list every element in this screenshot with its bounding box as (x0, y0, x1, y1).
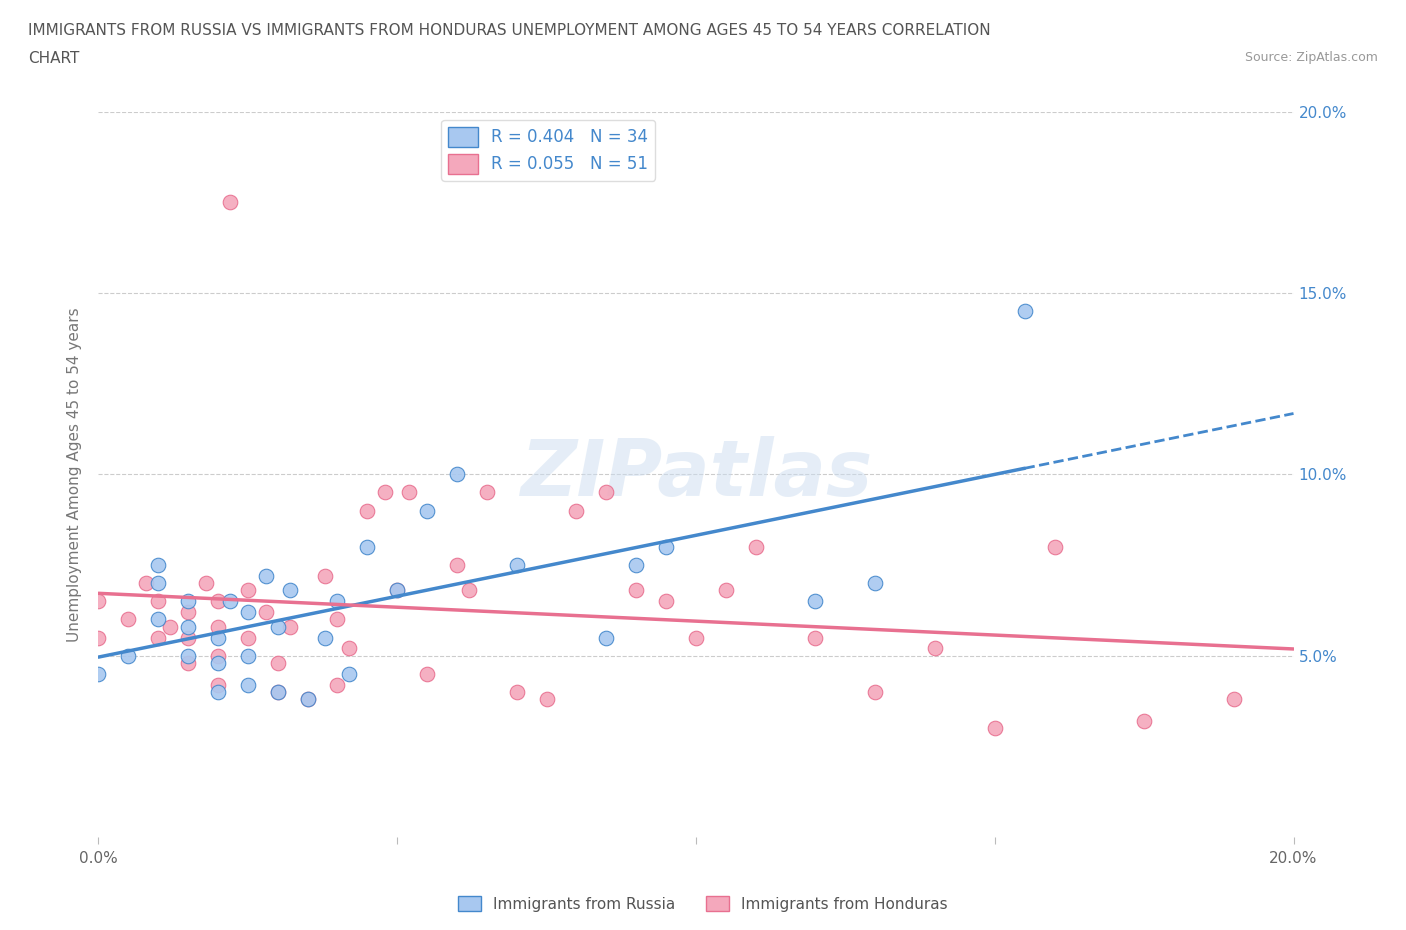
Point (254, 604, 277, 619)
Point (326, 594, 349, 609)
Point (236, 648, 259, 663)
Point (177, 594, 200, 609)
Point (714, 583, 737, 598)
Point (207, 648, 229, 663)
Point (924, 641, 946, 656)
Point (339, 666, 360, 681)
Legend: Immigrants from Russia, Immigrants from Honduras: Immigrants from Russia, Immigrants from … (453, 889, 953, 918)
Text: Source: ZipAtlas.com: Source: ZipAtlas.com (1244, 51, 1378, 64)
Point (506, 684, 529, 699)
Point (195, 576, 218, 591)
Point (865, 576, 887, 591)
Point (278, 619, 301, 634)
Point (87, 666, 110, 681)
Point (297, 692, 319, 707)
Point (655, 594, 678, 609)
Point (356, 539, 378, 554)
Text: CHART: CHART (28, 51, 80, 66)
Point (315, 568, 337, 583)
Point (356, 503, 378, 518)
Point (416, 666, 439, 681)
Point (87, 594, 110, 609)
Point (416, 503, 439, 518)
Point (254, 568, 277, 583)
Point (374, 485, 396, 500)
Point (267, 656, 290, 671)
Point (565, 503, 588, 518)
Point (1223, 692, 1246, 707)
Point (207, 631, 229, 645)
Point (326, 677, 349, 692)
Point (177, 631, 200, 645)
Point (626, 583, 648, 598)
Point (1133, 713, 1156, 728)
Point (475, 485, 498, 500)
Point (446, 558, 468, 573)
Point (177, 648, 200, 663)
Text: IMMIGRANTS FROM RUSSIA VS IMMIGRANTS FROM HONDURAS UNEMPLOYMENT AMONG AGES 45 TO: IMMIGRANTS FROM RUSSIA VS IMMIGRANTS FRO… (28, 23, 991, 38)
Point (267, 619, 290, 634)
Text: ZIPatlas: ZIPatlas (520, 436, 872, 512)
Point (219, 594, 242, 609)
Point (148, 631, 170, 645)
Point (177, 604, 200, 619)
Point (236, 631, 259, 645)
Point (267, 684, 290, 699)
Point (207, 619, 229, 634)
Point (236, 583, 259, 598)
Y-axis label: Unemployment Among Ages 45 to 54 years: Unemployment Among Ages 45 to 54 years (67, 307, 83, 642)
Point (595, 631, 617, 645)
Point (1043, 539, 1066, 554)
Point (804, 631, 827, 645)
Point (207, 656, 229, 671)
Point (446, 467, 468, 482)
Point (595, 485, 617, 500)
Point (458, 583, 481, 598)
Point (236, 604, 259, 619)
Point (177, 619, 200, 634)
Point (267, 684, 290, 699)
Point (745, 539, 768, 554)
Point (207, 677, 229, 692)
Point (159, 619, 181, 634)
Point (865, 684, 887, 699)
Point (207, 594, 229, 609)
Point (278, 583, 301, 598)
Point (148, 558, 170, 573)
Point (398, 485, 420, 500)
Point (148, 576, 170, 591)
Point (207, 684, 229, 699)
Point (117, 612, 139, 627)
Point (536, 692, 558, 707)
Point (177, 656, 200, 671)
Point (87, 631, 110, 645)
Point (626, 558, 648, 573)
Point (326, 612, 349, 627)
Legend: R = 0.404   N = 34, R = 0.055   N = 51: R = 0.404 N = 34, R = 0.055 N = 51 (441, 120, 655, 180)
Point (984, 721, 1007, 736)
Point (148, 594, 170, 609)
Point (135, 576, 157, 591)
Point (236, 677, 259, 692)
Point (685, 631, 707, 645)
Point (385, 583, 409, 598)
Point (339, 641, 360, 656)
Point (1014, 304, 1036, 319)
Point (655, 539, 678, 554)
Point (117, 648, 139, 663)
Point (148, 612, 170, 627)
Point (804, 594, 827, 609)
Point (506, 558, 529, 573)
Point (297, 692, 319, 707)
Point (385, 583, 409, 598)
Point (219, 195, 242, 210)
Point (315, 631, 337, 645)
